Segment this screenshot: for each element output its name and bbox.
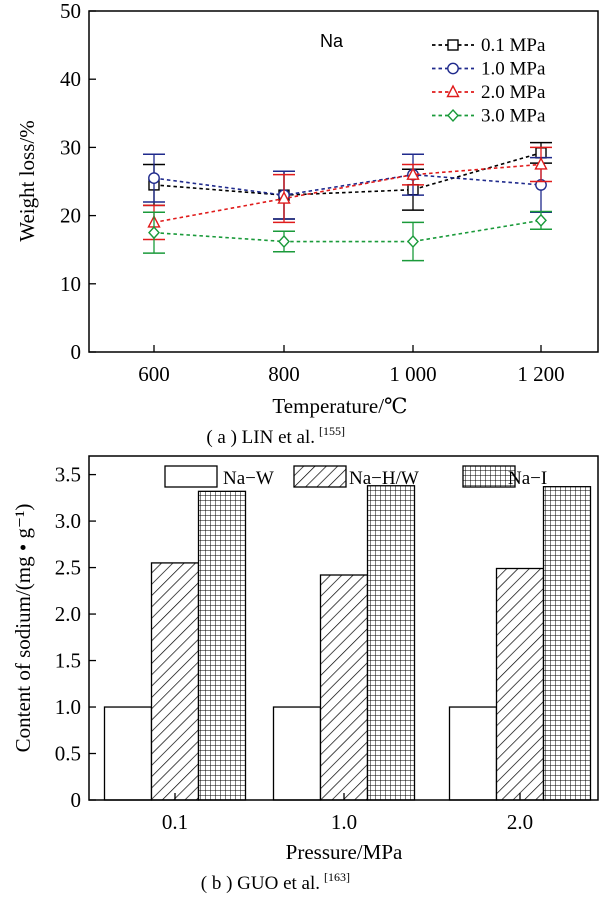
data-point-marker	[148, 226, 160, 240]
legend-label: 1.0 MPa	[481, 59, 546, 80]
chart-b-y-tick-label: 0.5	[55, 742, 81, 766]
legend-item-2-0-mpa: 2.0 MPa	[432, 82, 546, 103]
data-point-marker	[278, 234, 290, 249]
legend-item-na-h-w: Na−H/W	[293, 465, 419, 489]
legend-marker	[447, 39, 459, 51]
data-point-marker	[534, 156, 548, 170]
data-point-marker	[407, 234, 419, 249]
bar-na-h-w	[319, 574, 369, 801]
legend-item-na-i: Na−I	[462, 465, 547, 489]
chart-b-caption: ( b ) GUO et al.	[201, 873, 320, 894]
chart-a-x-tick-label: 1 200	[517, 362, 564, 386]
bar-na-w	[272, 706, 322, 801]
chart-a-x-tick-label: 800	[268, 362, 300, 386]
legend-label: 2.0 MPa	[481, 82, 546, 103]
chart-b-x-axis-label: Pressure/MPa	[286, 840, 403, 864]
legend-item-1-0-mpa: 1.0 MPa	[432, 59, 546, 80]
chart-a-y-axis-label: Weight loss/%	[15, 120, 39, 241]
bar-group-2-0	[448, 486, 592, 801]
chart-a-x-tick-label: 600	[138, 362, 170, 386]
chart-b-y-tick-label: 2.5	[55, 556, 81, 580]
bar-na-w	[448, 706, 498, 801]
chart-b-bars	[103, 485, 592, 801]
legend-marker	[447, 108, 459, 123]
chart-a-x-axis-label: Temperature/℃	[272, 394, 407, 418]
legend-item-3-0-mpa: 3.0 MPa	[432, 106, 546, 127]
chart-b-legend: Na−W Na−H/W Na−I	[164, 465, 547, 489]
chart-a-plot-frame	[88, 10, 599, 353]
chart-b-y-tick-label: 3.0	[55, 509, 81, 533]
legend-swatch	[462, 465, 516, 488]
bar-group-0-1	[103, 490, 247, 801]
chart-b-y-tick-label: 1.5	[55, 649, 81, 673]
chart-b-y-tick-label: 0	[71, 788, 82, 812]
chart-a-y-tick-label: 0	[71, 340, 82, 364]
legend-label: 3.0 MPa	[481, 106, 546, 127]
chart-b-y-tick-label: 3.5	[55, 463, 81, 487]
series-line	[153, 173, 542, 196]
chart-b-y-tick-label: 2.0	[55, 602, 81, 626]
data-point-marker	[148, 172, 160, 184]
bar-na-w	[103, 706, 153, 801]
bar-na-i	[197, 490, 247, 801]
chart-a-annotation: Na	[320, 31, 344, 51]
series-line	[153, 219, 542, 243]
series-line	[153, 152, 542, 196]
legend-label: Na−H/W	[349, 468, 419, 489]
bar-na-i	[542, 486, 592, 801]
chart-a-series	[143, 141, 552, 262]
bar-group-1-0	[272, 485, 416, 801]
chart-b-caption-ref: [163]	[324, 870, 350, 884]
legend-marker	[446, 84, 460, 98]
chart-b-axis-ticks: 0 0.5 1.0 1.5 2.0 2.5 3.0 3.5 0.1 1.0 2.0	[55, 463, 533, 834]
legend-label: 0.1 MPa	[481, 35, 546, 56]
chart-a-axis-ticks: 0 10 20 30 40 50 600 800 1 000 1 200	[60, 0, 565, 386]
legend-label: Na−W	[223, 468, 274, 489]
legend-marker	[447, 62, 459, 75]
bar-na-h-w	[150, 562, 200, 801]
chart-b-x-tick-label: 1.0	[331, 810, 357, 834]
chart-b-y-tick-label: 1.0	[55, 695, 81, 719]
series-line	[153, 163, 542, 224]
chart-a-y-tick-label: 50	[60, 0, 81, 23]
chart-a-y-tick-label: 30	[60, 135, 81, 159]
legend-item-0-1-mpa: 0.1 MPa	[432, 35, 546, 56]
series-3-0-mpa	[143, 210, 552, 262]
legend-swatch	[164, 465, 218, 488]
chart-a-caption: ( a ) LIN et al.	[206, 427, 315, 448]
bar-na-h-w	[495, 567, 545, 801]
data-point-marker	[277, 191, 291, 204]
chart-a-y-tick-label: 40	[60, 67, 81, 91]
data-point-marker	[406, 167, 420, 180]
bar-na-i	[366, 485, 416, 801]
chart-b-x-tick-label: 0.1	[162, 810, 188, 834]
chart-b: 0 0.5 1.0 1.5 2.0 2.5 3.0 3.5 0.1 1.0 2.0 Na−W Na−H…	[11, 455, 599, 894]
legend-item-na-w: Na−W	[164, 465, 274, 489]
chart-a-x-tick-label: 1 000	[389, 362, 436, 386]
chart-a: 0 10 20 30 40 50 600 800 1 000 1 200 Na 0.1 MPa 1.…	[15, 0, 599, 448]
chart-a-caption-ref: [155]	[319, 424, 345, 438]
data-point-marker	[535, 213, 547, 227]
chart-a-y-tick-label: 20	[60, 204, 81, 228]
series-2-0-mpa	[143, 146, 552, 241]
chart-a-y-tick-label: 10	[60, 272, 81, 296]
legend-label: Na−I	[508, 468, 547, 489]
chart-b-y-axis-label: Content of sodium/(mg • g⁻¹)	[11, 504, 35, 753]
chart-b-x-tick-label: 2.0	[507, 810, 533, 834]
legend-swatch	[293, 465, 347, 488]
